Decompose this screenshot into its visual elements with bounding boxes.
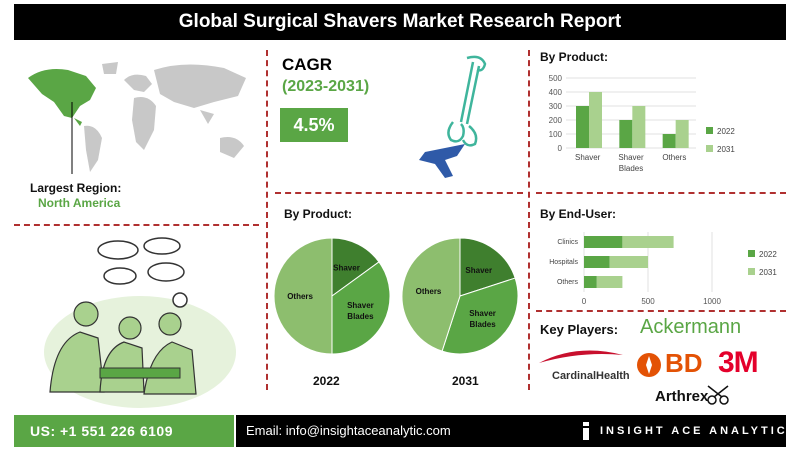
x-tick-label: Shaver [618, 153, 644, 162]
pie-chart-2031: Shaver Shaver Blades Others [401, 237, 519, 355]
bar [622, 236, 674, 248]
largest-region-label: Largest Region: [30, 181, 122, 195]
legend-swatch [706, 145, 713, 152]
largest-region-value: North America [38, 196, 121, 210]
bar [596, 276, 623, 288]
slice-label: Shaver [469, 309, 496, 318]
cagr-period: (2023-2031) [282, 78, 370, 95]
pie-2031-label: 2031 [452, 374, 479, 388]
legend-label: 2022 [759, 250, 777, 259]
pie-slice [459, 237, 516, 297]
y-tick-label: Others [557, 279, 579, 286]
logo-bd: BD [665, 348, 703, 378]
logo-arthrex: Arthrex [655, 388, 709, 405]
pie-chart-2022: Shaver Shaver Blades Others [273, 237, 391, 355]
legend-label: 2031 [759, 268, 777, 277]
slice-label: Shaver [333, 264, 360, 273]
bar [589, 92, 602, 148]
x-tick-label: Shaver [575, 153, 601, 162]
bar [609, 256, 648, 268]
bar [675, 120, 689, 148]
y-tick-label: Clinics [557, 239, 578, 246]
arthrex-scissors-icon [707, 385, 729, 405]
cagr-value: 4.5% [293, 115, 335, 135]
bar [584, 276, 597, 288]
bar [662, 134, 676, 148]
slice-label: Shaver [465, 266, 492, 275]
legend-swatch [706, 127, 713, 134]
divider-right [528, 50, 530, 390]
bar [576, 106, 589, 148]
legend-swatch [748, 250, 755, 257]
y-tick-label: 300 [549, 102, 563, 111]
y-tick-label: 0 [558, 144, 563, 153]
by-product-bar-chart: 0 100 200 300 400 500 Shaver Shaver Blades Others… [549, 74, 736, 173]
brand-logo-icon [583, 422, 589, 440]
slice-label: Shaver [347, 301, 374, 310]
divider-left [266, 50, 268, 390]
pie-2022-label: 2022 [313, 374, 340, 388]
pie-section-title: By Product: [284, 207, 353, 221]
x-tick-label: Blades [619, 164, 643, 173]
y-tick-label: 400 [549, 88, 563, 97]
y-tick-label: 500 [549, 74, 563, 83]
slice-label: Blades [469, 320, 496, 329]
slice-label: Others [416, 287, 442, 296]
pie-slice [441, 277, 519, 355]
footer-email: Email: info@insightaceanalytic.com [236, 415, 786, 447]
pie-slice [331, 261, 391, 355]
slice-label: Blades [347, 312, 374, 321]
y-tick-label: 200 [549, 116, 563, 125]
by-end-user-title: By End-User: [540, 207, 617, 221]
bar [584, 256, 610, 268]
y-tick-label: Hospitals [549, 259, 578, 266]
by-product-bar-title: By Product: [540, 50, 609, 64]
x-tick-label: 0 [582, 297, 587, 306]
pie-slice [273, 237, 333, 355]
surgeons-illustration [44, 237, 236, 408]
surgical-shaver-icon [419, 55, 487, 178]
cardinal-health-swoosh [539, 350, 623, 363]
bar [632, 106, 646, 148]
divider-right-h1 [536, 192, 786, 194]
logo-cardinal-health: CardinalHealth [552, 370, 630, 382]
legend-swatch [748, 268, 755, 275]
divider-mid-h [275, 192, 523, 194]
key-players-title: Key Players: [540, 322, 619, 337]
pie-slice [401, 237, 461, 352]
legend-label: 2031 [717, 145, 735, 154]
bar [584, 236, 623, 248]
world-map [28, 62, 246, 174]
cagr-label: CAGR [282, 55, 333, 74]
bar [619, 120, 633, 148]
pie-slice [331, 237, 380, 297]
divider-left-h [14, 224, 259, 226]
logo-3m: 3M [718, 346, 759, 379]
cagr-value-badge: 4.5% [280, 108, 348, 142]
footer-phone: US: +1 551 226 6109 [14, 415, 234, 447]
x-tick-label: 1000 [703, 297, 721, 306]
footer-brand: INSIGHT ACE ANALYTIC [600, 425, 788, 437]
legend-label: 2022 [717, 127, 735, 136]
logo-ackermann: Ackermann [640, 316, 742, 338]
slice-label: Others [287, 292, 313, 301]
by-end-user-bar-chart: 0 500 1000 Clinics Hospitals Others 2022 2031 [549, 232, 777, 306]
x-tick-label: Others [662, 153, 686, 162]
x-tick-label: 500 [641, 297, 655, 306]
bd-logo-mark [637, 353, 661, 377]
y-tick-label: 100 [549, 130, 563, 139]
divider-right-h2 [536, 310, 786, 312]
report-title: Global Surgical Shavers Market Research … [14, 4, 786, 40]
